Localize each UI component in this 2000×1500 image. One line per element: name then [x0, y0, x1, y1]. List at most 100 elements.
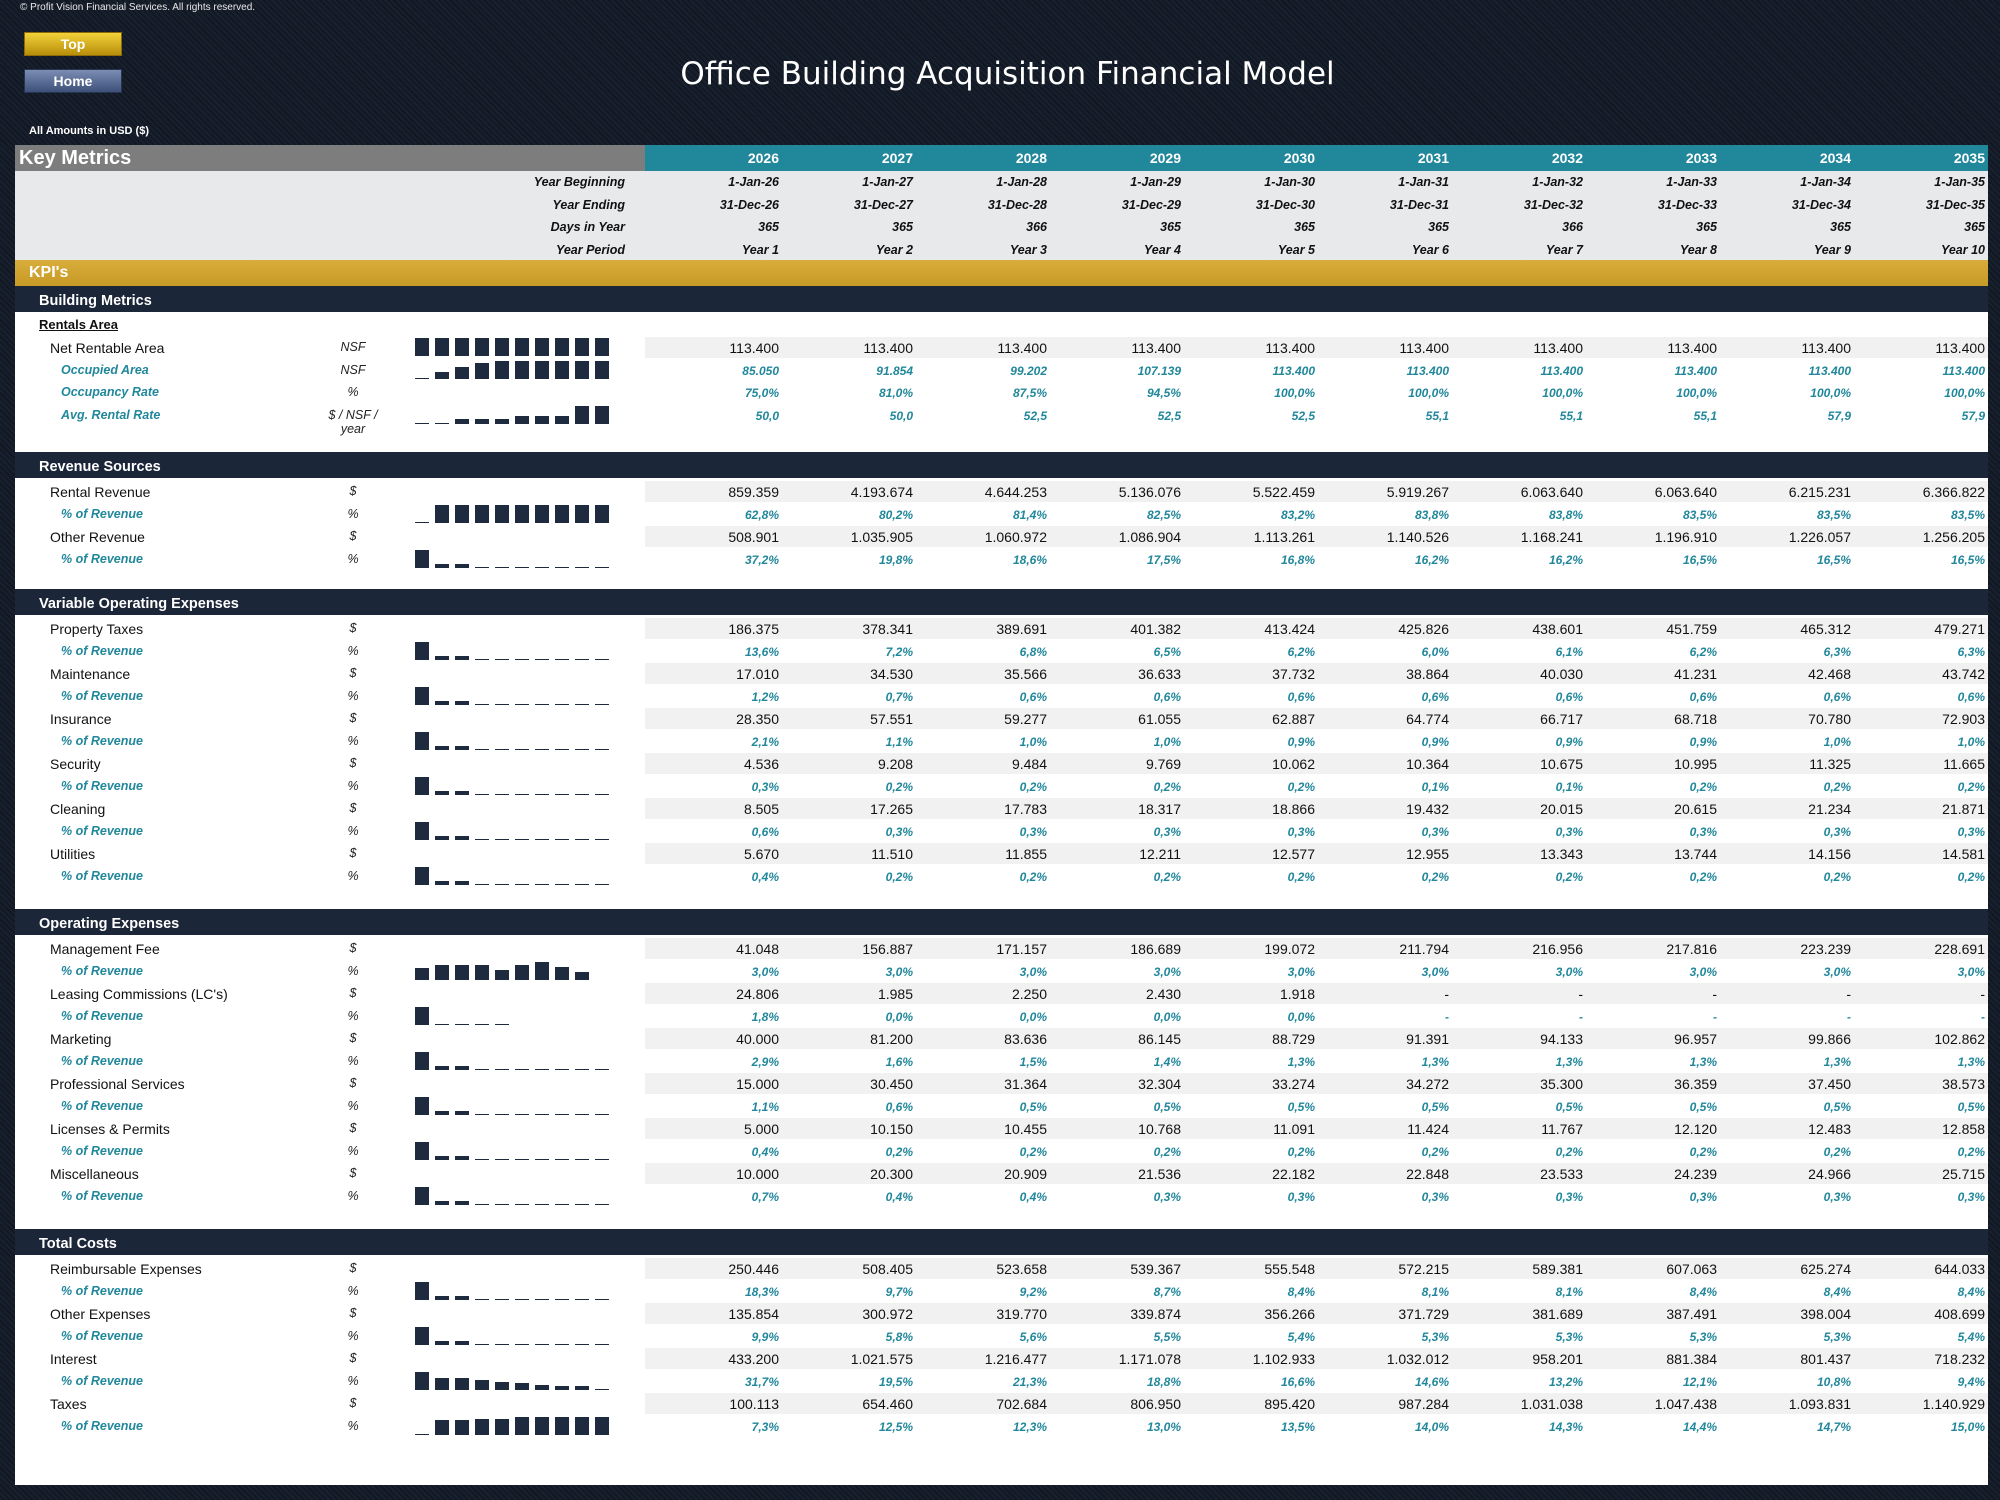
spark-bar — [415, 422, 429, 424]
value-cell: 14,6% — [1414, 1374, 1449, 1389]
date-row-label: Year Beginning — [533, 175, 625, 189]
value-cell: 22.848 — [1406, 1166, 1449, 1182]
value-cell: 18,6% — [1012, 552, 1047, 567]
value-cell: 52,5 — [1291, 408, 1315, 423]
table-row: % of Revenue% 31,7% 19,5% 21,3% 18,8% 16,6% 14… — [15, 1370, 1988, 1392]
row-shade — [645, 1073, 1988, 1094]
value-cell: 12.955 — [1406, 846, 1449, 862]
value-cell: 100,0% — [1274, 386, 1315, 400]
value-cell: 66.717 — [1540, 711, 1583, 727]
table-row: Leasing Commissions (LC's) $24.806 1.985 2.… — [15, 982, 1988, 1004]
spark-bar — [495, 1298, 509, 1300]
value-cell: - — [1578, 986, 1583, 1002]
spark-bar — [495, 418, 509, 424]
value-cell: 5,8% — [885, 1329, 913, 1344]
spark-bar — [455, 880, 469, 885]
spark-bar — [475, 1068, 489, 1070]
home-button[interactable]: Home — [24, 69, 122, 93]
row-label: % of Revenue — [61, 506, 143, 521]
spark-bar — [595, 1343, 609, 1345]
value-cell: 1,0% — [1823, 734, 1851, 749]
spark-bar — [595, 360, 609, 379]
value-cell: 223.239 — [1800, 941, 1851, 957]
row-label: Maintenance — [50, 666, 131, 682]
value-cell: - — [1980, 986, 1985, 1002]
row-unit: $ — [349, 941, 357, 955]
spark-bar — [555, 1298, 569, 1300]
value-cell: 0,2% — [1957, 1144, 1985, 1159]
value-cell: 113.400 — [1808, 363, 1852, 378]
table-row: Marketing $40.000 81.200 83.636 86.145 88.729… — [15, 1027, 1988, 1049]
date-cell: Year 3 — [1009, 242, 1047, 257]
value-cell: 16,5% — [1682, 552, 1717, 567]
row-unit: % — [347, 1143, 359, 1158]
date-cell: 31-Dec-31 — [1389, 197, 1449, 212]
value-cell: 0,3% — [751, 779, 779, 794]
row-shade — [645, 618, 1988, 639]
spark-bar — [535, 1298, 549, 1300]
value-cell: 0,0% — [1019, 1009, 1047, 1024]
table-row: Net Rentable Area NSF 113.400 113.400 113.40… — [15, 336, 1988, 358]
spark-bar — [435, 790, 449, 795]
value-cell: 625.274 — [1800, 1261, 1851, 1277]
spark-bar — [475, 362, 489, 379]
value-cell: 387.491 — [1666, 1306, 1717, 1322]
spark-bar — [535, 566, 549, 568]
value-cell: 5,5% — [1153, 1329, 1181, 1344]
spark-bar — [495, 360, 509, 379]
value-cell: 1.032.012 — [1386, 1351, 1449, 1367]
value-cell: 6.215.231 — [1788, 484, 1851, 500]
spark-bar — [435, 1200, 449, 1205]
value-cell: 0,2% — [1019, 1144, 1047, 1159]
sparkline — [415, 752, 615, 774]
spark-bar — [515, 415, 529, 424]
row-shade — [645, 1258, 1988, 1279]
value-cell: 24.806 — [736, 986, 779, 1002]
table-row: Property Taxes $186.375 378.341 389.691 401.… — [15, 617, 1988, 639]
row-label: Marketing — [50, 1031, 112, 1047]
value-cell: 12.577 — [1272, 846, 1315, 862]
value-cell: - — [1713, 1009, 1717, 1024]
currency-label: All Amounts in USD ($) — [29, 125, 149, 137]
value-cell: 52,5 — [1157, 408, 1181, 423]
table-row: % of Revenue% 9,9% 5,8% 5,6% 5,5% 5,4% 5,3% 5,3… — [15, 1325, 1988, 1347]
value-cell: 113.400 — [997, 340, 1047, 356]
spark-bar — [535, 415, 549, 424]
value-cell: 14,0% — [1414, 1419, 1449, 1434]
value-cell: 38.864 — [1406, 666, 1449, 682]
row-values: 859.359 4.193.674 4.644.253 5.136.076 5.522.… — [645, 480, 1988, 502]
sparkline — [415, 1302, 615, 1324]
spark-bar — [455, 1419, 469, 1435]
sparkline — [415, 1415, 615, 1437]
value-cell: 18,8% — [1146, 1374, 1181, 1389]
spark-bar — [595, 1388, 609, 1390]
spark-bar — [535, 504, 549, 523]
value-cell: 3,0% — [885, 964, 913, 979]
value-cell: 12,5% — [878, 1419, 913, 1434]
value-cell: 50,0 — [889, 408, 913, 423]
date-cell: Year 6 — [1411, 242, 1449, 257]
spark-bar — [515, 793, 529, 795]
value-cell: 3,0% — [1957, 964, 1985, 979]
value-cell: 20.615 — [1674, 801, 1717, 817]
section-header: Operating Expenses — [15, 909, 1988, 935]
spark-bar — [435, 1110, 449, 1115]
value-cell: 5,4% — [1957, 1329, 1985, 1344]
value-cell: 0,3% — [1555, 1189, 1583, 1204]
row-unit: % — [347, 733, 359, 748]
spark-bar — [535, 338, 549, 356]
table-row: Avg. Rental Rate $ / NSF / year 50,0 50,0 52… — [15, 404, 1988, 436]
value-cell: 9,4% — [1957, 1374, 1985, 1389]
spark-bar — [415, 549, 429, 568]
value-cell: 21,3% — [1012, 1374, 1047, 1389]
top-button[interactable]: Top — [24, 32, 122, 56]
date-cell: 365 — [758, 220, 779, 234]
value-cell: 5.522.459 — [1252, 484, 1315, 500]
sparkline — [415, 865, 615, 887]
spark-bar — [455, 563, 469, 568]
row-shade — [645, 708, 1988, 729]
date-cell: 365 — [1964, 220, 1985, 234]
value-cell: 2,9% — [751, 1054, 779, 1069]
sparkline — [415, 1392, 615, 1414]
date-cell: 365 — [892, 220, 913, 234]
